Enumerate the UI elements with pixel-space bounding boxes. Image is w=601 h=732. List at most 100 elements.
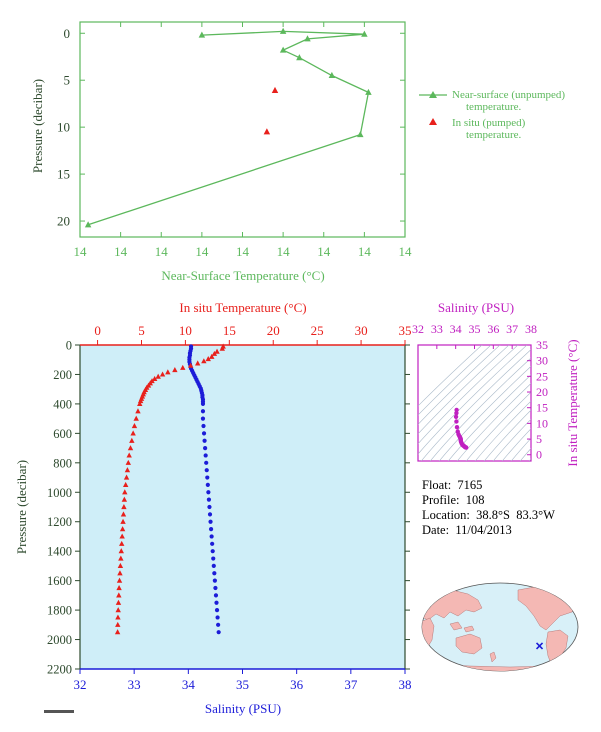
- salinity-x-tick-label: 35: [236, 677, 249, 692]
- temperature-x-tick-label: 30: [355, 323, 368, 338]
- temperature-point: [119, 540, 125, 546]
- temperature-point: [124, 467, 131, 473]
- temperature-point: [122, 481, 129, 488]
- pressure-y-tick-label: 600: [53, 427, 72, 441]
- near-surface-plot-frame: [79, 21, 406, 238]
- ts-density-contour: [418, 345, 519, 445]
- near-surface-x-tick-label: 14: [195, 244, 209, 259]
- temperature-point: [209, 353, 215, 359]
- temperature-x-tick-label: 35: [399, 323, 412, 338]
- near-surface-x-axis-label: Near-Surface Temperature (°C): [161, 268, 324, 283]
- near-surface-point: [279, 27, 287, 34]
- salinity-point: [215, 615, 220, 620]
- ts-x-tick-label: 36: [487, 322, 499, 336]
- near-surface-y-tick-label: 0: [64, 26, 71, 41]
- salinity-point: [211, 563, 216, 569]
- world-map: [421, 582, 579, 672]
- ts-density-contour: [418, 345, 510, 435]
- salinity-point: [200, 409, 206, 414]
- temperature-point: [118, 548, 124, 554]
- ts-x-tick-label: 32: [412, 322, 424, 336]
- near-surface-x-tick-label: 14: [399, 244, 413, 259]
- salinity-point: [208, 519, 213, 524]
- temperature-point: [117, 570, 123, 576]
- near-surface-chart: 14 14 14 14 14 14 14 14 14 0 5 10 15 20 Near-Surface…: [30, 21, 568, 283]
- temperature-x-tick-label: 10: [179, 323, 192, 338]
- temperature-point: [120, 518, 126, 524]
- temperature-point: [117, 562, 124, 569]
- salinity-point: [212, 578, 217, 583]
- salinity-x-tick-label: 38: [399, 677, 412, 692]
- ts-density-contour: [519, 447, 531, 461]
- ts-density-contour: [418, 345, 483, 407]
- temperature-point: [119, 533, 125, 539]
- temperature-point: [180, 364, 186, 370]
- ts-density-contour: [438, 365, 531, 461]
- salinity-point: [205, 482, 210, 488]
- ts-temperature-label: In situ Temperature (°C): [565, 339, 580, 466]
- temperature-point: [114, 629, 121, 635]
- profile-plot-background: [80, 345, 405, 669]
- salinity-point: [203, 445, 208, 451]
- salinity-point: [210, 541, 215, 546]
- salinity-point: [207, 512, 213, 517]
- temperature-point: [123, 474, 130, 480]
- ts-y-tick-label: 0: [536, 448, 542, 462]
- ts-x-tick-label: 38: [525, 322, 537, 336]
- legend-label-near-surface: Near-surface (unpumped) temperature.: [452, 89, 568, 113]
- float-id: Float: 7165: [422, 478, 483, 492]
- salinity-x-tick-label: 37: [344, 677, 358, 692]
- near-surface-x-tick-label: 14: [236, 244, 250, 259]
- temperature-point: [121, 504, 127, 510]
- profile-series: [114, 343, 226, 635]
- near-surface-point: [198, 31, 206, 38]
- in-situ-point: [263, 128, 271, 135]
- ts-y-tick-label: 30: [536, 354, 548, 368]
- temperature-point: [135, 408, 141, 414]
- profile-chart: 0 5 10 15 20 25 30 35 32 33 34 35 36 37 38 0 200 400 600…: [14, 300, 412, 716]
- temperature-point: [116, 592, 122, 598]
- near-surface-x-tick-label: 14: [114, 244, 128, 259]
- salinity-point: [202, 438, 207, 443]
- pressure-y-ticks: 0 200 400 600 800 1000 1200 1400 1600 1800 2000 220…: [47, 339, 410, 677]
- ts-x-tick-label: 35: [469, 322, 481, 336]
- temperature-point: [121, 496, 128, 502]
- ts-x-tick-label: 37: [506, 322, 518, 336]
- salinity-point: [216, 622, 221, 627]
- temperature-point: [130, 430, 136, 436]
- temperature-point: [159, 371, 166, 377]
- temperature-x-tick-label: 5: [138, 323, 145, 338]
- near-surface-x-tick-label: 14: [317, 244, 331, 259]
- ts-salinity-label: Salinity (PSU): [438, 300, 514, 315]
- temperature-point: [127, 445, 134, 451]
- salinity-x-ticks: 32 33 34 35 36 37 38: [74, 669, 412, 692]
- location: Location: 38.8°S 83.3°W: [422, 508, 555, 522]
- pressure-y-tick-label: 1600: [47, 574, 72, 588]
- temperature-point: [211, 350, 218, 356]
- near-surface-x-tick-label: 14: [277, 244, 291, 259]
- temperature-point: [115, 607, 121, 613]
- temperature-point: [201, 358, 207, 364]
- ts-density-contour: [501, 428, 531, 461]
- temperature-point: [131, 423, 138, 429]
- salinity-point: [208, 526, 214, 532]
- salinity-point: [209, 534, 214, 539]
- near-surface-point: [84, 221, 92, 228]
- ts-density-contour: [447, 374, 531, 461]
- ts-density-contour: [420, 349, 531, 461]
- ts-y-tick-label: 25: [536, 369, 548, 383]
- salinity-point: [201, 431, 207, 436]
- salinity-axis-label: Salinity (PSU): [205, 701, 281, 716]
- ts-density-contour: [465, 391, 531, 461]
- salinity-point: [214, 600, 219, 605]
- salinity-point: [204, 468, 209, 473]
- temperature-point: [205, 355, 211, 362]
- temperature-axis-label: In situ Temperature (°C): [179, 300, 306, 315]
- near-surface-y-tick-label: 5: [64, 73, 71, 88]
- ts-density-contour: [492, 418, 531, 461]
- near-surface-series: [84, 27, 372, 228]
- near-surface-legend: Near-surface (unpumped) temperature. In …: [419, 89, 568, 141]
- near-surface-line: [87, 30, 370, 226]
- salinity-x-tick-label: 32: [74, 677, 87, 692]
